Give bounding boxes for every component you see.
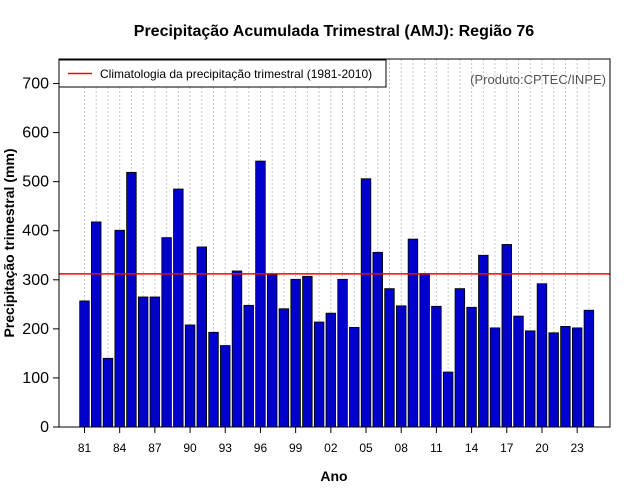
bar-2001 — [313, 321, 325, 428]
bar-1985 — [126, 171, 137, 428]
legend: Climatologia da precipitação trimestral … — [58, 59, 387, 88]
x-tick-label: 96 — [254, 441, 268, 455]
bar-1989 — [173, 188, 184, 428]
legend-box — [58, 59, 387, 88]
bar-1996 — [255, 160, 266, 428]
x-tick-label: 90 — [183, 441, 197, 455]
bar-1986 — [137, 296, 149, 428]
x-axis-title: Ano — [320, 468, 347, 484]
credit-text: (Produto:CPTEC/INPE) — [470, 72, 606, 87]
bar-2011 — [431, 305, 442, 428]
x-axis: 81 84 87 90 93 96 99 02 05 08 11 14 17 20 23 — [78, 427, 584, 455]
plot-frame — [58, 58, 611, 428]
x-tick-label: 08 — [395, 441, 409, 455]
y-tick-label: 600 — [22, 125, 49, 142]
bar-2018 — [513, 315, 524, 428]
bar-2019 — [525, 330, 536, 428]
y-tick-label: 100 — [22, 370, 49, 387]
y-tick-label: 700 — [22, 76, 49, 93]
bar-1993 — [220, 345, 231, 428]
x-tick-label: 93 — [219, 441, 233, 455]
bar-2022 — [560, 326, 571, 428]
x-tick-label: 20 — [535, 441, 549, 455]
bar-1994 — [231, 270, 243, 428]
bar-2004 — [349, 326, 360, 428]
y-tick-label: 0 — [40, 419, 49, 436]
x-tick-label: 84 — [113, 441, 127, 455]
bar-2012 — [442, 371, 454, 428]
bar-2016 — [489, 327, 501, 428]
x-tick-label: 05 — [359, 441, 373, 455]
bar-2013 — [454, 288, 466, 428]
bar-1992 — [208, 331, 219, 428]
x-tick-label: 17 — [500, 441, 514, 455]
bar-2021 — [548, 332, 559, 428]
bar-2003 — [337, 278, 348, 428]
bar-1982 — [91, 221, 102, 428]
x-tick-label: 23 — [570, 441, 584, 455]
y-axis: 0 100 200 300 400 500 600 700 — [22, 76, 59, 436]
y-axis-title: Precipitação trimestral (mm) — [1, 148, 17, 337]
bar-2017 — [501, 244, 512, 428]
x-tick-label: 87 — [148, 441, 162, 455]
bar-1995 — [243, 304, 254, 428]
bar-2023 — [571, 327, 583, 428]
bar-2008 — [396, 305, 407, 428]
chart-title: Precipitação Acumulada Trimestral (AMJ):… — [134, 23, 535, 40]
y-tick-label: 400 — [22, 223, 49, 240]
bar-1984 — [114, 229, 125, 428]
bar-1988 — [161, 237, 172, 428]
grid-lines — [84, 59, 590, 427]
bar-1990 — [184, 324, 196, 428]
bar-2015 — [478, 254, 489, 428]
bar-2014 — [466, 306, 477, 428]
bar-2005 — [360, 178, 372, 428]
bar-2024 — [583, 309, 595, 428]
legend-label: Climatologia da precipitação trimestral … — [100, 67, 372, 81]
bar-1998 — [278, 308, 290, 428]
bar-2010 — [419, 273, 430, 428]
x-tick-label: 81 — [78, 441, 92, 455]
bar-2009 — [407, 238, 419, 428]
bar-1999 — [290, 278, 301, 428]
y-tick-label: 300 — [22, 272, 49, 289]
bar-2007 — [384, 288, 395, 428]
bar-2002 — [325, 312, 337, 428]
bar-1983 — [102, 357, 114, 428]
y-tick-label: 200 — [22, 321, 49, 338]
bar-2006 — [372, 251, 383, 428]
bar-1981 — [79, 300, 90, 428]
x-tick-label: 02 — [324, 441, 338, 455]
x-tick-label: 14 — [465, 441, 479, 455]
x-tick-label: 99 — [289, 441, 303, 455]
y-tick-label: 500 — [22, 174, 49, 191]
bar-1987 — [149, 296, 161, 428]
bar-2020 — [536, 283, 548, 428]
bar-1997 — [266, 274, 278, 428]
x-tick-label: 11 — [430, 441, 443, 455]
bars — [79, 160, 595, 428]
bar-2000 — [302, 275, 313, 428]
